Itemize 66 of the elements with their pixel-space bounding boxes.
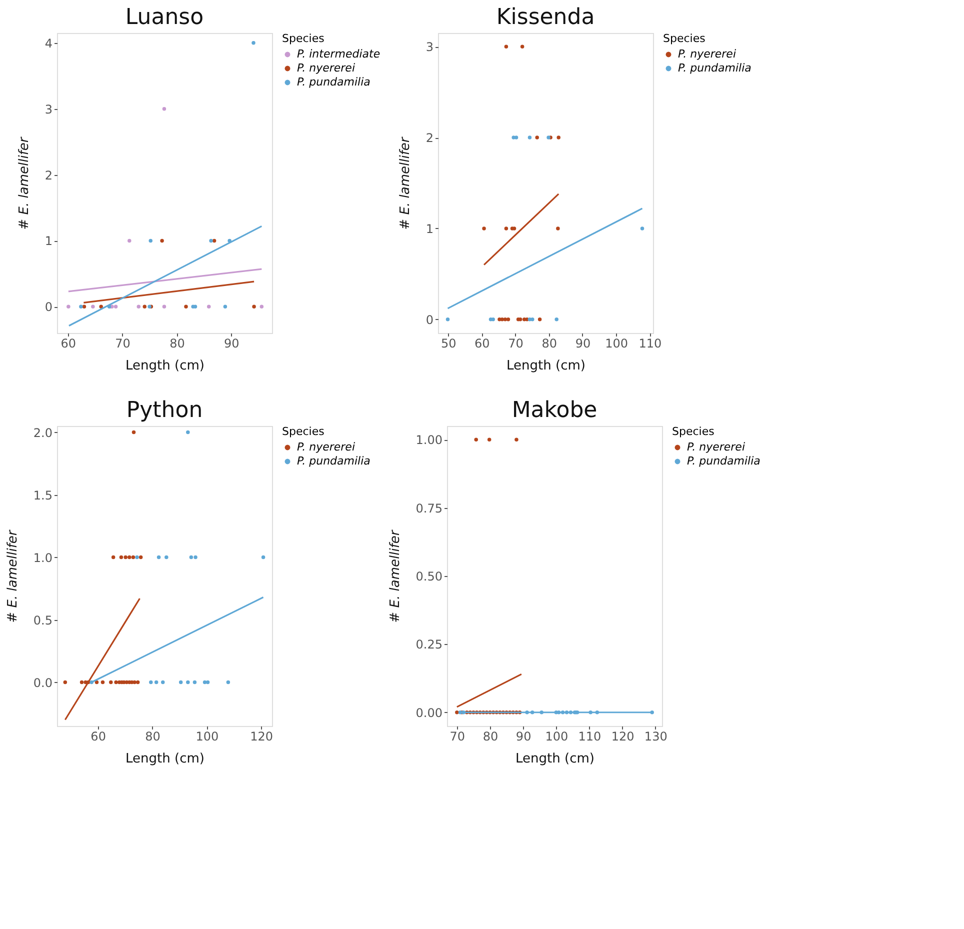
x-tick-label: 90 [516,730,532,744]
legend-label: P. nyererei [678,48,736,60]
legend-title: Species [282,32,325,45]
x-tick-label: 110 [638,336,662,350]
x-tick-label: 60 [90,730,106,744]
x-axis-title: Length (cm) [126,358,204,374]
x-tick-label: 110 [578,730,602,744]
legend-label: P. pundamilia [297,76,371,88]
legend-label: P. nyererei [297,62,355,74]
y-tick-label: 1 [426,222,434,236]
x-tick-label: 90 [224,336,240,350]
y-tick-label: 3 [426,40,434,54]
y-axis-title: # E. lamellifer [398,136,413,230]
x-tick-label: 80 [170,336,185,350]
y-tick-label: 4 [44,36,52,50]
y-tick-label: 2 [44,168,52,182]
y-tick-label: 0.00 [416,706,442,720]
x-tick-label: 60 [60,336,76,350]
x-tick-label: 100 [196,730,219,744]
x-tick-label: 80 [145,730,160,744]
x-axis-title: Length (cm) [506,358,586,374]
x-tick-label: 70 [115,336,130,350]
y-tick-label: 0.75 [416,501,442,516]
y-tick-label: 1.0 [33,550,52,565]
y-tick-label: 0 [426,312,434,327]
legend-title: Species [282,425,325,438]
legend-label: P. intermediate [297,48,380,60]
y-tick-label: 0.50 [416,570,442,584]
y-tick-label: 0.5 [33,613,52,628]
x-tick-label: 80 [482,730,498,744]
x-tick-label: 70 [450,730,466,744]
legend-label: P. pundamilia [687,454,761,468]
x-tick-label: 100 [605,336,628,350]
chart-title: Python [126,398,203,423]
y-tick-label: 2.0 [33,426,52,440]
legend-label: P. pundamilia [678,62,752,74]
x-tick-label: 90 [575,336,591,350]
y-axis-title: # E. lamellifer [5,528,20,623]
chart-title: Kissenda [496,5,595,30]
y-tick-label: 1 [44,234,52,248]
y-tick-label: 3 [44,102,52,116]
x-tick-label: 60 [474,336,490,350]
y-tick-label: 0 [44,300,52,314]
x-tick-label: 80 [542,336,557,350]
x-tick-label: 100 [545,730,568,744]
x-tick-label: 130 [644,730,668,744]
x-axis-title: Length (cm) [126,752,204,766]
y-tick-label: 0.25 [416,638,442,652]
y-tick-label: 1.5 [33,488,52,502]
legend-title: Species [672,425,715,438]
legend-title: Species [663,32,706,45]
x-tick-label: 50 [440,336,456,350]
x-tick-label: 120 [611,730,634,744]
y-tick-label: 0.0 [33,676,52,690]
y-tick-label: 2 [426,131,434,146]
y-axis-title: # E. lamellifer [16,136,32,230]
x-tick-label: 120 [250,730,274,744]
x-axis-title: Length (cm) [516,752,594,766]
legend-label: P. nyererei [297,440,355,454]
y-tick-label: 1.00 [416,433,442,448]
legend-label: P. pundamilia [297,454,371,468]
chart-title: Luanso [125,5,204,30]
legend-label: P. nyererei [687,440,745,454]
x-tick-label: 70 [508,336,524,350]
chart-title: Makobe [512,398,598,423]
y-axis-title: # E. lamellifer [388,528,403,623]
